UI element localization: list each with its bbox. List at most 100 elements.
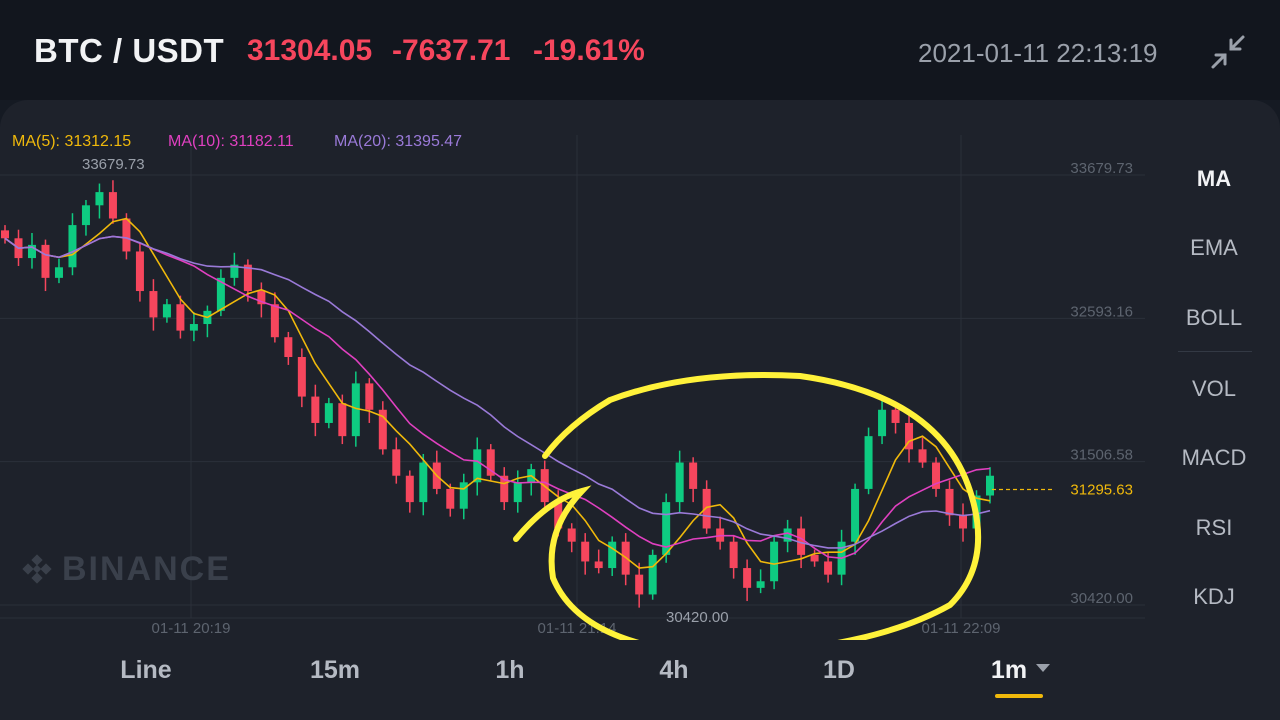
last-price: 31304.05 [247,34,373,67]
candle-body [945,488,954,516]
candle-body [324,403,333,423]
y-tick-label: 32593.16 [1070,303,1133,320]
ma5-legend: MA(5): 31312.15 [12,133,131,151]
ma10-legend-label: MA(10): 31182.11 [168,133,294,150]
exit-fullscreen-icon[interactable] [1210,34,1246,70]
ma20-legend-label: MA(20): 31395.47 [334,133,463,150]
candle-body [27,244,36,259]
candle-body [351,383,360,437]
candle-body [810,554,819,562]
candle-body [486,449,495,476]
timeframe-4h[interactable]: 4h [659,656,689,684]
candle-body [581,541,590,562]
candlestick-chart[interactable]: 33679.73 32593.16 31506.58 30420.00 01-11 20… [0,100,1160,640]
timeframe-dropdown-icon[interactable] [1036,664,1050,672]
candle-body [567,528,576,542]
timeframe-line[interactable]: Line [120,656,172,684]
candle-body [648,554,657,595]
candle-body [662,502,671,555]
active-timeframe-underline [995,694,1043,698]
chart-datetime: 2021-01-11 22:13:19 [918,38,1158,68]
price-change: -7637.71 [392,34,511,67]
candle-body [162,304,171,318]
candle-body [702,488,711,529]
indicator-kdj[interactable]: KDJ [1193,584,1235,609]
candle-body [878,409,887,437]
header-bar [0,0,1280,100]
candle-body [743,568,752,588]
timeframe-1d[interactable]: 1D [823,656,855,684]
candle-body [783,528,792,542]
candle-body [216,277,225,311]
candle-body [243,264,252,292]
candle-body [311,396,320,423]
candle-body [149,291,158,318]
ma20-line [4,235,991,549]
candle-body [473,449,482,483]
indicator-boll[interactable]: BOLL [1185,305,1243,330]
candle-body [365,383,374,410]
indicator-rsi[interactable]: RSI [1195,515,1233,540]
y-tick-label: 33679.73 [1070,160,1133,177]
x-tick-label: 01-11 20:19 [152,620,231,637]
candle-body [594,561,603,569]
candle-body [797,528,806,555]
candle-body [756,581,765,588]
candle-body [378,409,387,450]
candle-body [608,541,617,569]
ma5-line [4,217,991,569]
candle-body [729,541,738,569]
ma20-legend: MA(20): 31395.47 [334,133,462,151]
candle-body [446,488,455,509]
timeframe-1m[interactable]: 1m [990,656,1028,684]
candle-body [338,403,347,437]
timeframe-15m[interactable]: 15m [309,656,361,684]
timeframe-1h[interactable]: 1h [495,656,525,684]
candle-body [770,541,779,582]
candle-body [108,192,117,219]
low-price-label: 30420.00 [666,609,729,626]
candle-body [54,267,63,278]
candle-body [270,304,279,338]
candle-body [81,205,90,226]
candle-body [230,264,239,278]
y-tick-label: 31506.58 [1070,447,1133,464]
indicator-vol[interactable]: VOL [1191,376,1237,401]
candle-body [932,462,941,489]
candle-body [95,192,104,206]
candle-body [864,436,873,489]
candle-body [68,225,77,268]
candle-body [959,515,968,529]
candle-body [891,409,900,423]
watermark-text: BINANCE [62,550,231,588]
candle-body [297,357,306,397]
candle-body [500,475,509,503]
candle-body [257,291,266,305]
candle-body [176,304,185,331]
candle-body [824,561,833,575]
indicator-ma[interactable]: MA [1196,166,1232,191]
high-price-label: 33679.73 [82,156,145,173]
ma5-legend-label: MA(5): 31312.15 [12,133,132,150]
indicator-ema[interactable]: EMA [1190,235,1238,260]
indicator-divider [1178,351,1252,352]
candle-body [459,482,468,509]
candle-body [554,502,563,529]
ma10-legend: MA(10): 31182.11 [168,133,294,151]
y-tick-label: 30420.00 [1070,590,1133,607]
candle-body [986,475,994,496]
candle-body [392,449,401,476]
indicator-macd[interactable]: MACD [1181,445,1247,470]
candle-body [689,462,698,489]
candle-body [851,488,860,542]
candle-body [135,251,144,292]
candle-body [419,462,428,503]
chart-panel [0,100,1280,720]
candle-body [189,324,198,331]
trading-pair-title[interactable]: BTC / USDT [34,32,225,69]
candle-body [675,462,684,503]
binance-logo-icon [22,554,52,584]
candle-body [918,449,927,463]
candle-body [122,218,131,252]
candle-body [405,475,414,503]
